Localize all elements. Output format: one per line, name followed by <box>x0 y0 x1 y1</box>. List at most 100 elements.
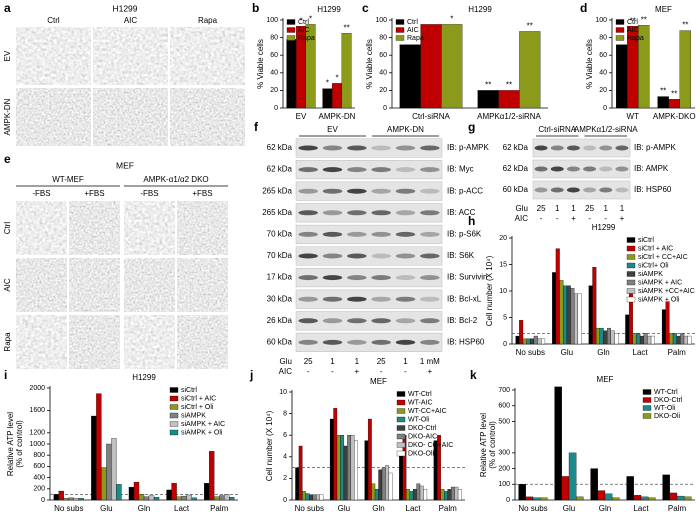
legend-label: AIC <box>627 27 639 34</box>
bar <box>661 309 666 345</box>
y-tick-label: 700 <box>498 387 510 394</box>
bar <box>319 494 324 501</box>
legend-label: DKO-AIC <box>408 433 437 440</box>
y-tick-label: 20 <box>270 87 278 94</box>
x-tick-label: EV <box>296 112 307 121</box>
blot-band <box>298 231 318 237</box>
x-tick-label: AMPK-DN <box>319 112 356 121</box>
x-tick-label: Palm <box>210 504 229 513</box>
bar <box>607 327 611 345</box>
y-tick-label: 5 <box>503 314 507 321</box>
bar <box>63 498 69 501</box>
chart-title: MEF <box>370 377 387 386</box>
size-label: 60 kDa <box>267 338 293 347</box>
legend-swatch <box>626 237 636 243</box>
significance-mark: ** <box>682 21 688 30</box>
blot-band <box>347 296 367 302</box>
bar <box>106 443 112 501</box>
lane-label: 25 <box>304 357 313 366</box>
antibody-label: IB: ACC <box>447 208 476 217</box>
size-label: 265 kDa <box>262 208 292 217</box>
y-tick-label: 6 <box>283 432 287 439</box>
x-tick-label: WT <box>627 112 640 121</box>
blot-band <box>395 210 416 216</box>
blot-band <box>298 188 318 194</box>
blot-band <box>566 187 580 193</box>
x-tick-label: Palm <box>668 504 687 513</box>
antibody-label: IB: HSP60 <box>634 185 672 194</box>
chart-title: MEF <box>655 5 672 14</box>
legend-label: AIC <box>298 27 310 34</box>
blot-band <box>371 318 391 324</box>
micrograph <box>177 258 228 312</box>
column-label: +FBS <box>84 189 104 198</box>
blot-band <box>566 166 580 172</box>
blot-band <box>371 210 391 216</box>
legend-label: siAMPK + AIC <box>181 421 225 428</box>
lane-label: - <box>331 367 334 376</box>
bar <box>668 99 680 109</box>
size-label: 26 kDa <box>267 316 293 325</box>
lane-label: - <box>380 367 383 376</box>
lane-label: 1 <box>330 357 335 366</box>
bar <box>388 472 393 501</box>
bar <box>111 438 117 501</box>
blot-band <box>371 167 391 173</box>
row-label: AMPK-DN <box>3 98 12 135</box>
lane-label: - <box>404 367 407 376</box>
bar <box>333 408 338 501</box>
antibody-label: IB: AMPK <box>634 164 669 173</box>
y-tick-label: 4 <box>283 454 287 461</box>
legend-swatch <box>169 412 179 419</box>
bar <box>603 330 608 345</box>
bar <box>73 498 79 501</box>
y-axis-label: Cell number (X 10⁴) <box>485 255 494 326</box>
blot-band <box>420 231 440 237</box>
antibody-label: IB: S6K <box>447 251 475 260</box>
bar <box>441 24 463 109</box>
legend-swatch <box>642 397 652 403</box>
legend-label: siAMPK + Oli <box>638 296 680 303</box>
y-tick-label: 200 <box>33 486 45 493</box>
bar <box>302 491 306 501</box>
x-tick-label: Ctrl-siRNA <box>412 112 450 121</box>
legend-label: DKO-Ctrl <box>654 397 683 404</box>
bar <box>537 338 542 345</box>
x-tick-label: No subs <box>516 348 545 357</box>
chart-title: MEF <box>597 375 614 384</box>
y-tick-label: 60 <box>379 52 387 59</box>
blot-band <box>298 145 318 151</box>
y-tick-label: 20 <box>499 235 507 242</box>
bar <box>219 495 225 501</box>
y-tick-label: 0 <box>274 105 278 112</box>
blot-band <box>371 231 391 237</box>
legend-label: siAMPK + Oli <box>181 429 223 436</box>
bar <box>209 451 215 501</box>
blot-strip <box>295 268 443 288</box>
bar <box>343 445 348 501</box>
micrograph <box>69 315 120 369</box>
legend-label: siCtrl + CC+AIC <box>638 254 688 261</box>
antibody-label: IB: Myc <box>447 165 474 174</box>
micrograph <box>16 88 91 146</box>
blot-band <box>566 145 580 151</box>
significance-mark: ** <box>506 81 512 90</box>
y-axis-label: % Viable cells <box>365 39 374 89</box>
panel-title: MEF <box>116 160 134 170</box>
size-label: 62 kDa <box>267 165 293 174</box>
x-tick-label: Lact <box>406 504 422 513</box>
bar <box>374 489 379 501</box>
y-tick-label: 40 <box>270 70 278 77</box>
panel-letter: k <box>470 368 477 382</box>
bar <box>559 280 564 345</box>
bar <box>101 467 107 501</box>
bar <box>554 386 562 501</box>
legend-swatch <box>626 271 636 277</box>
y-axis-label: (% of control) <box>488 421 497 469</box>
blot-band <box>347 167 367 173</box>
blot-band <box>395 145 416 151</box>
micrograph <box>69 258 120 312</box>
legend-label: siCtrl + AIC <box>181 395 216 402</box>
size-label: 30 kDa <box>267 294 293 303</box>
legend-swatch <box>626 245 636 252</box>
